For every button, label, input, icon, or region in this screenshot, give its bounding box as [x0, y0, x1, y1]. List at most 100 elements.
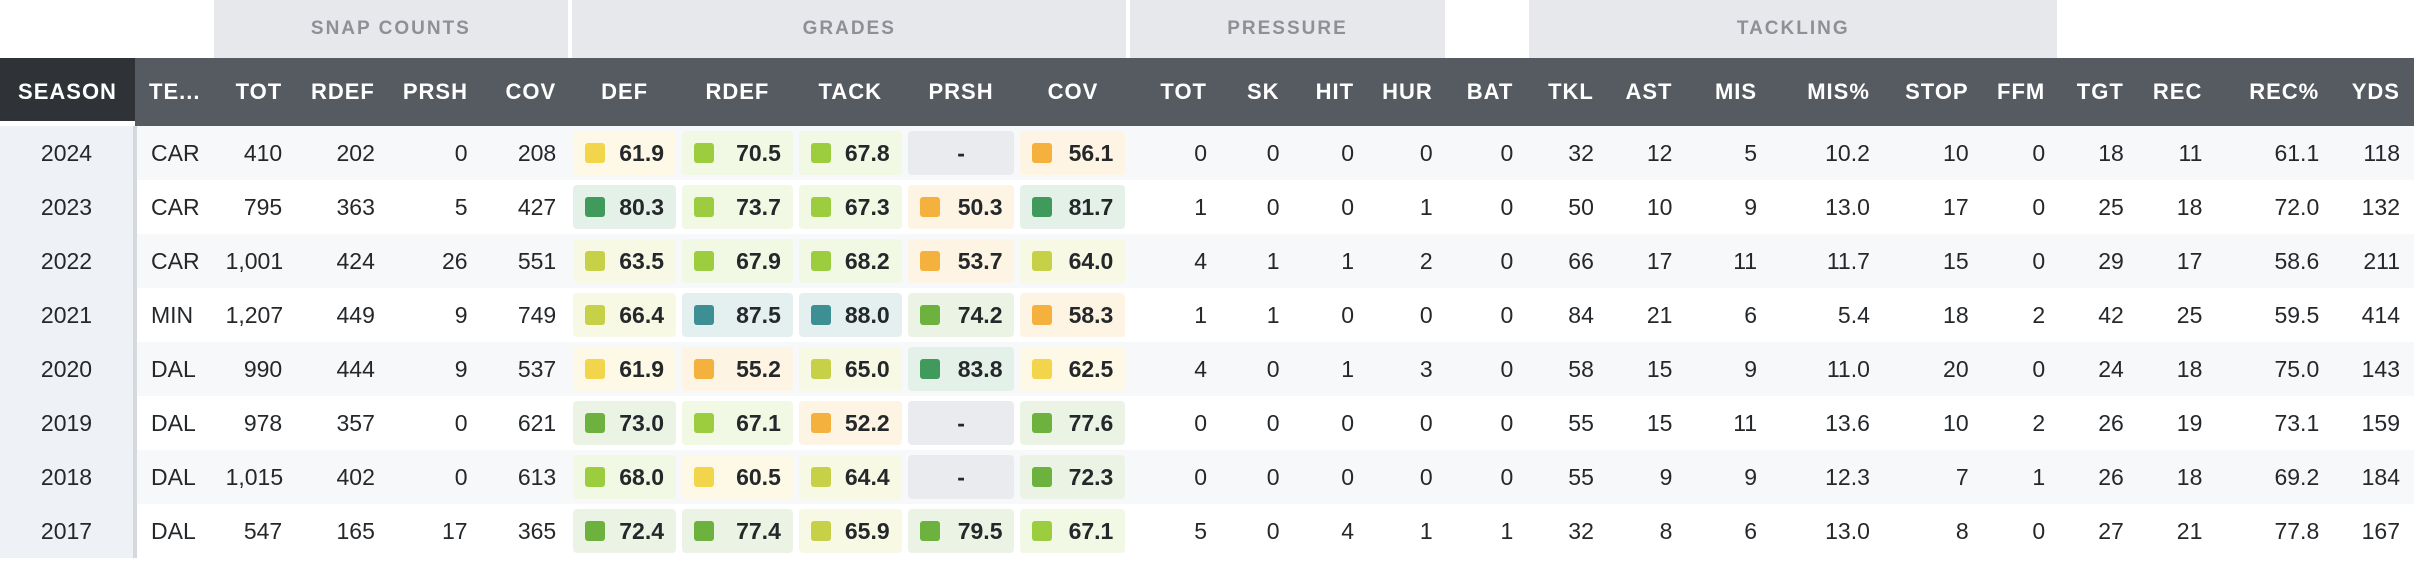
col-header-snap-rdef[interactable]: RDEF — [296, 58, 389, 126]
grade-value: 73.0 — [619, 409, 664, 436]
grade-chip: 67.8 — [798, 131, 902, 175]
cell-tkl: 32 — [1527, 126, 1608, 180]
col-header-snap-prsh[interactable]: PRSH — [388, 58, 482, 126]
col-header-ffm[interactable]: FFM — [1982, 58, 2060, 126]
grade-color-swatch-icon — [919, 251, 940, 271]
col-header-rec-pct[interactable]: REC% — [2216, 58, 2334, 126]
grade-value: 65.0 — [844, 355, 890, 382]
grade-chip: 55.2 — [682, 347, 793, 391]
cell-stop: 7 — [1883, 450, 1983, 504]
table-row[interactable]: 2017 DAL 547 165 17 365 72.4 77.4 65.9 79.5 67.1 5 0… — [0, 504, 2414, 558]
col-header-g-rdef[interactable]: RDEF — [679, 58, 796, 126]
cell-bat: 0 — [1446, 342, 1528, 396]
col-header-tgt[interactable]: TGT — [2059, 58, 2138, 126]
cell-season: 2020 — [0, 342, 137, 396]
cell-snap-cov: 427 — [481, 180, 571, 234]
col-header-mis[interactable]: MIS — [1686, 58, 1772, 126]
grade-chip: 68.0 — [573, 455, 676, 499]
grade-color-swatch-icon — [585, 359, 606, 379]
group-grades: GRADES — [570, 0, 1131, 58]
cell-p-tot: 1 — [1128, 288, 1221, 342]
col-header-p-hur[interactable]: HUR — [1368, 58, 1447, 126]
cell-snap-rdef: 424 — [296, 234, 389, 288]
cell-tkl: 50 — [1527, 180, 1608, 234]
cell-snap-rdef: 449 — [296, 288, 389, 342]
grade-value: 77.6 — [1068, 409, 1114, 436]
cell-ast: 9 — [1607, 450, 1687, 504]
cell-tkl: 66 — [1527, 234, 1608, 288]
table-row[interactable]: 2024 CAR 410 202 0 208 61.9 70.5 67.8-56.1 0 0 0 0 0 3… — [0, 126, 2414, 180]
cell-g-def: 66.4 — [570, 288, 679, 342]
cell-p-hur: 0 — [1368, 126, 1447, 180]
grade-chip: 64.0 — [1020, 239, 1126, 283]
group-spacer-bat — [1446, 0, 1530, 58]
cell-tkl: 32 — [1527, 504, 1608, 558]
col-header-tkl[interactable]: TKL — [1527, 58, 1608, 126]
grade-chip: 87.5 — [682, 293, 793, 337]
grade-color-swatch-icon — [694, 467, 714, 487]
cell-p-tot: 4 — [1128, 234, 1221, 288]
table-body: 2024 CAR 410 202 0 208 61.9 70.5 67.8-56.1 0 0 0 0 0 3… — [0, 126, 2414, 558]
cell-g-prsh: 79.5 — [904, 504, 1018, 558]
col-header-g-def[interactable]: DEF — [570, 58, 679, 126]
cell-ast: 17 — [1607, 234, 1687, 288]
col-header-snap-tot[interactable]: TOT — [211, 58, 297, 126]
cell-p-hit: 4 — [1293, 504, 1369, 558]
cell-rec: 21 — [2137, 504, 2217, 558]
cell-g-def: 73.0 — [570, 396, 679, 450]
grade-color-swatch-icon — [694, 143, 714, 163]
grade-value: 67.9 — [736, 247, 781, 274]
table-row[interactable]: 2023 CAR 795 363 5 427 80.3 73.7 67.3 50.3 81.7 1 0 0… — [0, 180, 2414, 234]
cell-g-rdef: 55.2 — [679, 342, 796, 396]
cell-yds: 184 — [2333, 450, 2414, 504]
cell-snap-rdef: 202 — [296, 126, 389, 180]
grade-value: 87.5 — [736, 301, 781, 328]
cell-snap-prsh: 0 — [388, 450, 482, 504]
col-header-g-cov[interactable]: COV — [1017, 58, 1129, 126]
col-header-g-tack[interactable]: TACK — [795, 58, 905, 126]
cell-g-tack: 88.0 — [795, 288, 905, 342]
table-row[interactable]: 2019 DAL 978 357 0 621 73.0 67.1 52.2-77.6 0 0 0 0 0 5… — [0, 396, 2414, 450]
cell-mis: 11 — [1686, 396, 1772, 450]
grade-chip: 79.5 — [907, 509, 1015, 553]
table-row[interactable]: 2022 CAR 1,001 424 26 551 63.5 67.9 68.2 53.7 64.0… — [0, 234, 2414, 288]
cell-g-cov: 62.5 — [1017, 342, 1129, 396]
col-header-team[interactable]: TE... — [135, 58, 212, 126]
col-header-rec[interactable]: REC — [2137, 58, 2217, 126]
cell-tgt: 26 — [2059, 396, 2138, 450]
col-header-stop[interactable]: STOP — [1883, 58, 1983, 126]
table-row[interactable]: 2018 DAL 1,015 402 0 613 68.0 60.5 64.4-72.3 0 0 0 0… — [0, 450, 2414, 504]
table-row[interactable]: 2020 DAL 990 444 9 537 61.9 55.2 65.0 83.8 62.5 4 0 1… — [0, 342, 2414, 396]
cell-stop: 10 — [1883, 396, 1983, 450]
grade-color-swatch-icon — [1032, 251, 1053, 271]
grade-color-swatch-icon — [585, 143, 606, 163]
col-header-bat[interactable]: BAT — [1446, 58, 1528, 126]
col-header-p-sk[interactable]: SK — [1221, 58, 1294, 126]
cell-tkl: 55 — [1527, 396, 1608, 450]
cell-snap-tot: 978 — [211, 396, 297, 450]
col-header-g-prsh[interactable]: PRSH — [904, 58, 1018, 126]
grade-chip: 67.1 — [682, 401, 793, 445]
cell-rec-pct: 59.5 — [2216, 288, 2334, 342]
cell-mis-pct: 5.4 — [1771, 288, 1884, 342]
cell-team: CAR — [135, 234, 212, 288]
table-row[interactable]: 2021 MIN 1,207 449 9 749 66.4 87.5 88.0 74.2 58.3 1… — [0, 288, 2414, 342]
cell-mis-pct: 11.0 — [1771, 342, 1884, 396]
col-header-snap-cov[interactable]: COV — [481, 58, 571, 126]
cell-ffm: 0 — [1982, 342, 2060, 396]
col-header-mis-pct[interactable]: MIS% — [1771, 58, 1884, 126]
cell-rec-pct: 61.1 — [2216, 126, 2334, 180]
col-header-p-hit[interactable]: HIT — [1293, 58, 1369, 126]
cell-p-hur: 1 — [1368, 180, 1447, 234]
cell-tgt: 42 — [2059, 288, 2138, 342]
cell-snap-prsh: 0 — [388, 126, 482, 180]
grade-value: 64.4 — [844, 463, 890, 490]
col-header-p-tot[interactable]: TOT — [1128, 58, 1221, 126]
cell-g-prsh: 50.3 — [904, 180, 1018, 234]
col-header-season[interactable]: SEASON — [0, 58, 135, 126]
grade-value: 66.4 — [619, 301, 664, 328]
grade-value: 67.3 — [844, 193, 890, 220]
col-header-ast[interactable]: AST — [1607, 58, 1687, 126]
col-header-yds[interactable]: YDS — [2333, 58, 2414, 126]
